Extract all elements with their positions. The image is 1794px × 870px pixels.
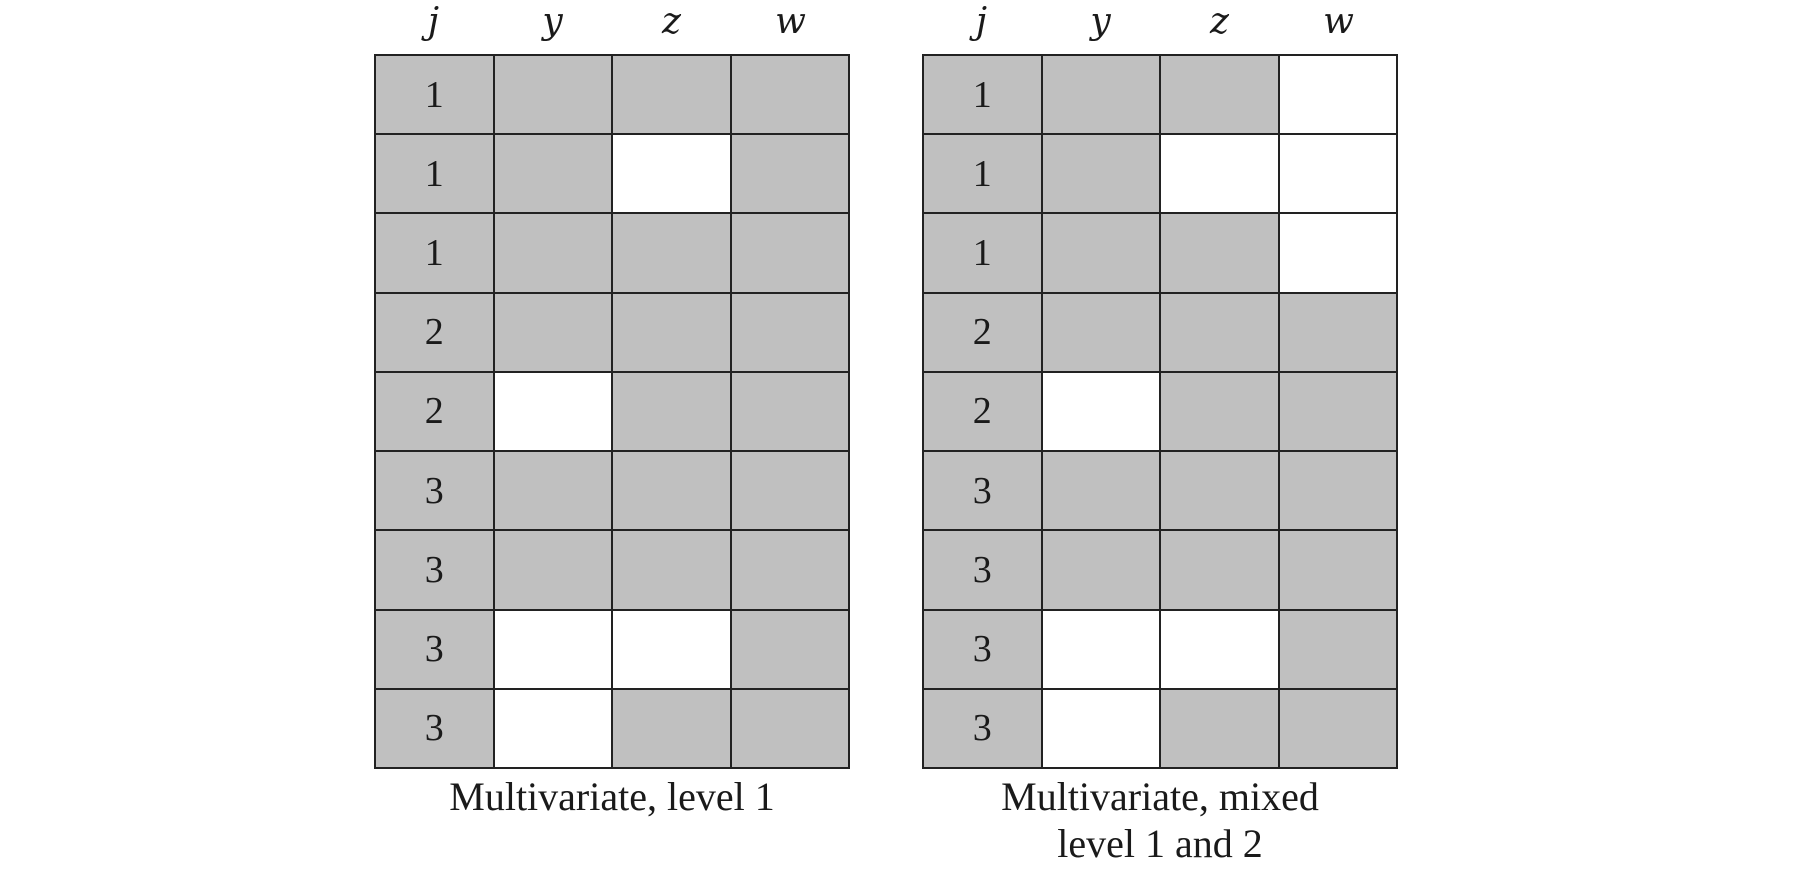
cell-j-row-5: 2	[376, 372, 493, 451]
cell-z-row-7-observed	[1161, 531, 1278, 609]
cell-j-row-4: 2	[924, 293, 1041, 371]
cell-j-row-9: 3	[376, 689, 493, 767]
column-header-w: w	[775, 1, 806, 42]
cell-z-row-2-missing	[1161, 135, 1278, 213]
column-header-w: w	[1323, 1, 1354, 42]
cell-z-row-1-observed	[1161, 56, 1278, 134]
cell-y-row-4-observed	[1042, 293, 1159, 371]
cell-j-row-6: 3	[376, 452, 493, 530]
cell-y-row-3-observed	[494, 214, 611, 292]
cell-y-row-8-missing	[1042, 610, 1159, 688]
cell-w-row-6-observed	[731, 452, 848, 530]
cell-z-row-5-observed	[1161, 372, 1278, 451]
cell-w-row-1-observed	[731, 56, 848, 134]
cell-j-row-7: 3	[376, 531, 493, 609]
cell-y-row-8-missing	[494, 610, 611, 688]
cell-z-row-4-observed	[613, 293, 730, 371]
cell-z-row-8-missing	[613, 610, 730, 688]
caption-line: level 1 and 2	[1057, 821, 1263, 866]
cell-z-row-3-observed	[613, 214, 730, 292]
cell-j-row-1: 1	[924, 56, 1041, 134]
cell-j-row-5: 2	[924, 372, 1041, 451]
cell-w-row-3-missing	[1279, 214, 1396, 292]
column-header-j: j	[427, 1, 440, 42]
cell-y-row-7-observed	[1042, 531, 1159, 609]
cell-j-row-6: 3	[924, 452, 1041, 530]
cell-w-row-6-observed	[1279, 452, 1396, 530]
column-header-j: j	[975, 1, 988, 42]
cell-z-row-3-observed	[1161, 214, 1278, 292]
cell-w-row-4-observed	[1279, 293, 1396, 371]
cell-z-row-6-observed	[1161, 452, 1278, 530]
cell-y-row-6-observed	[494, 452, 611, 530]
cell-w-row-5-observed	[731, 372, 848, 451]
cell-j-row-4: 2	[376, 293, 493, 371]
cell-w-row-4-observed	[731, 293, 848, 371]
cell-w-row-9-observed	[731, 689, 848, 767]
cell-w-row-2-missing	[1279, 135, 1396, 213]
cell-z-row-1-observed	[613, 56, 730, 134]
cell-j-row-9: 3	[924, 689, 1041, 767]
cell-z-row-4-observed	[1161, 293, 1278, 371]
cell-w-row-5-observed	[1279, 372, 1396, 451]
cell-j-row-3: 1	[924, 214, 1041, 292]
column-header-row: j y z w	[922, 0, 1398, 54]
cell-w-row-8-observed	[731, 610, 848, 688]
cell-j-row-8: 3	[924, 610, 1041, 688]
cell-z-row-9-observed	[613, 689, 730, 767]
cell-y-row-4-observed	[494, 293, 611, 371]
cell-z-row-5-observed	[613, 372, 730, 451]
cell-y-row-2-observed	[1042, 135, 1159, 213]
cell-w-row-7-observed	[1279, 531, 1396, 609]
cell-j-row-2: 1	[924, 135, 1041, 213]
cell-j-row-7: 3	[924, 531, 1041, 609]
cell-j-row-8: 3	[376, 610, 493, 688]
cell-z-row-9-observed	[1161, 689, 1278, 767]
cell-w-row-7-observed	[731, 531, 848, 609]
cell-y-row-1-observed	[1042, 56, 1159, 134]
cell-y-row-6-observed	[1042, 452, 1159, 530]
cell-w-row-9-observed	[1279, 689, 1396, 767]
column-header-row: j y z w	[374, 0, 850, 54]
cell-y-row-1-observed	[494, 56, 611, 134]
cell-j-row-2: 1	[376, 135, 493, 213]
cell-y-row-2-observed	[494, 135, 611, 213]
panel-caption: Multivariate, mixed level 1 and 2	[902, 773, 1418, 867]
cell-y-row-3-observed	[1042, 214, 1159, 292]
cell-w-row-2-observed	[731, 135, 848, 213]
column-header-y: y	[1090, 1, 1111, 42]
caption-line: Multivariate, level 1	[449, 774, 775, 819]
cell-y-row-5-missing	[494, 372, 611, 451]
cell-z-row-2-missing	[613, 135, 730, 213]
cell-y-row-9-missing	[1042, 689, 1159, 767]
caption-line: Multivariate, mixed	[1001, 774, 1319, 819]
cell-w-row-8-observed	[1279, 610, 1396, 688]
cell-j-row-3: 1	[376, 214, 493, 292]
cell-y-row-7-observed	[494, 531, 611, 609]
cell-j-row-1: 1	[376, 56, 493, 134]
column-header-z: z	[662, 1, 681, 42]
cell-y-row-5-missing	[1042, 372, 1159, 451]
cell-w-row-3-observed	[731, 214, 848, 292]
cell-z-row-8-missing	[1161, 610, 1278, 688]
cell-z-row-7-observed	[613, 531, 730, 609]
cell-w-row-1-missing	[1279, 56, 1396, 134]
panel-caption: Multivariate, level 1	[354, 773, 870, 820]
column-header-z: z	[1210, 1, 1229, 42]
column-header-y: y	[542, 1, 563, 42]
cell-z-row-6-observed	[613, 452, 730, 530]
cell-y-row-9-missing	[494, 689, 611, 767]
